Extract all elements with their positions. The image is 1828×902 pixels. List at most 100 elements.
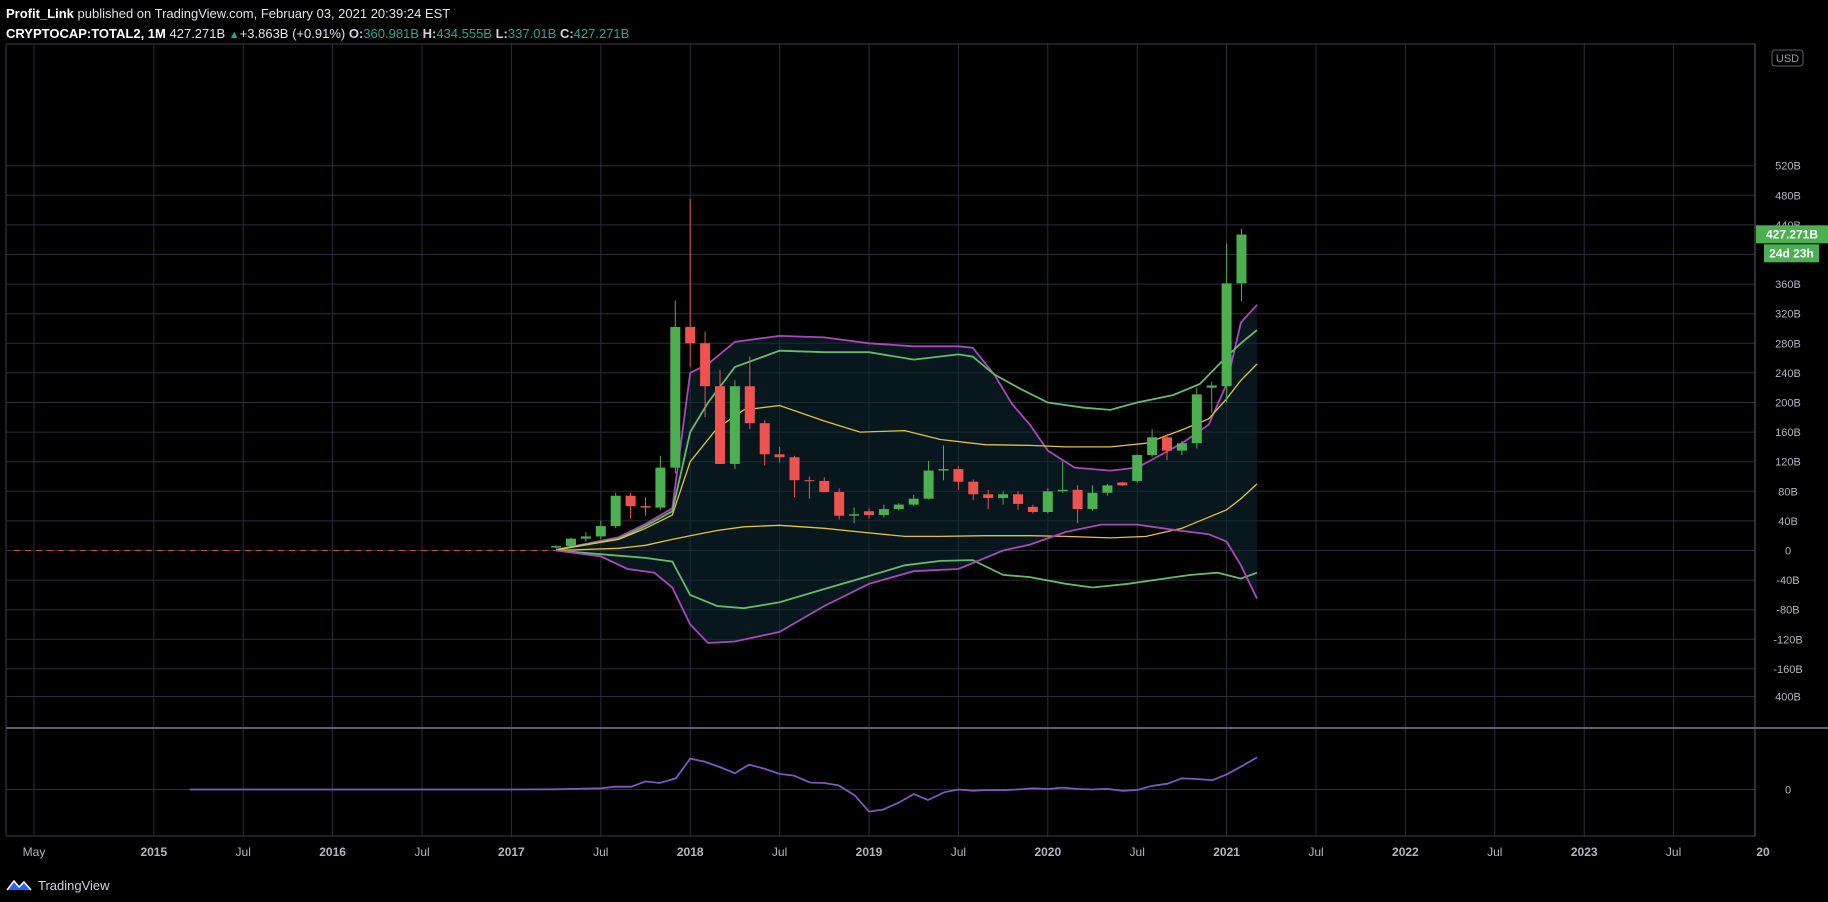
candle-body	[1042, 491, 1053, 513]
candle	[759, 420, 770, 466]
x-tick-label: Jul	[1487, 845, 1502, 859]
y-tick-label: 0	[1785, 546, 1791, 558]
candle-body	[1132, 455, 1143, 481]
candle	[640, 497, 651, 516]
currency-badge-box	[1771, 49, 1804, 67]
chart-header: Profit_Link published on TradingView.com…	[6, 4, 629, 44]
inner-lower-line	[556, 483, 1258, 552]
y-tick-label: -120B	[1773, 634, 1802, 646]
x-tick-label: Jul	[951, 845, 966, 859]
candle-body	[1176, 443, 1187, 451]
x-tick-label: 2018	[677, 845, 704, 859]
last-price-tag: 427.271B	[1756, 225, 1828, 244]
candle-body	[1012, 494, 1023, 504]
candles	[551, 199, 1247, 549]
candle-body	[953, 469, 964, 482]
candle-body	[625, 495, 636, 507]
x-tick-label: 2022	[1392, 845, 1419, 859]
candle-body	[1221, 283, 1232, 387]
mid-upper-line	[555, 329, 1258, 551]
candle	[774, 446, 785, 463]
y-tick-label: 280B	[1775, 338, 1801, 350]
price-tags: USD 427.271B 24d 23h	[1756, 49, 1828, 263]
high-value: 434.555B	[436, 26, 492, 41]
candle	[1236, 228, 1247, 302]
candle	[1132, 454, 1143, 483]
candle	[1117, 481, 1128, 487]
candle-body	[759, 423, 770, 455]
symbol-name[interactable]: CRYPTOCAP:TOTAL2, 1M	[6, 26, 166, 41]
x-tick-label: Jul	[236, 845, 251, 859]
candle-body	[1117, 482, 1128, 486]
candle	[595, 520, 606, 540]
publish-info: published on TradingView.com, February 0…	[77, 6, 451, 21]
last-price: 427.271B	[169, 26, 226, 41]
candle-body	[1057, 489, 1068, 492]
candle-body	[968, 481, 979, 495]
publish-line: Profit_Link published on TradingView.com…	[6, 4, 629, 24]
candle	[893, 503, 904, 511]
candle-body	[774, 454, 785, 458]
x-tick-label: Jul	[1130, 845, 1145, 859]
chart-frame	[5, 43, 1828, 837]
candle-body	[655, 467, 666, 508]
y-tick-label: 200B	[1775, 398, 1801, 410]
candle-body	[1102, 485, 1113, 493]
currency-badge-text: USD	[1776, 53, 1799, 65]
candle	[804, 476, 815, 499]
candle-body	[685, 327, 696, 344]
y-tick-label: -160B	[1773, 664, 1802, 676]
candle-body	[714, 386, 725, 464]
candle-body	[551, 546, 562, 548]
candle-body	[849, 514, 860, 516]
close-value: 427.271B	[573, 26, 630, 41]
candle-body	[580, 536, 591, 539]
candle	[1087, 485, 1098, 511]
ohlc-line: CRYPTOCAP:TOTAL2, 1M 427.271B ▲+3.863B (…	[6, 24, 629, 44]
open-value: 360.981B	[363, 26, 419, 41]
candle-body	[1072, 489, 1083, 510]
low-value: 337.01B	[507, 26, 557, 41]
x-tick-label: 2015	[140, 845, 167, 859]
candle	[923, 460, 934, 500]
y-tick-label: 480B	[1775, 190, 1801, 202]
x-tick-label: Jul	[772, 845, 787, 859]
x-tick-label: Jul	[593, 845, 608, 859]
tradingview-logo-icon	[6, 879, 32, 891]
candle-body	[565, 538, 576, 547]
candle-body	[1161, 437, 1172, 451]
candle-body	[983, 494, 994, 498]
y-tick-label: -80B	[1776, 605, 1799, 617]
y-tick-label: 320B	[1775, 309, 1801, 321]
candle	[1072, 485, 1083, 524]
candle	[744, 356, 755, 430]
candle-body	[834, 492, 845, 516]
x-tick-label: Jul	[414, 845, 429, 859]
candle-body	[1147, 437, 1158, 456]
candle-body	[1206, 385, 1217, 388]
candle	[834, 488, 845, 520]
candle	[998, 491, 1009, 505]
author-name[interactable]: Profit_Link	[6, 6, 74, 21]
candle-body	[908, 498, 919, 505]
y-tick-label: 40B	[1778, 516, 1798, 528]
candle-body	[923, 470, 934, 499]
candle	[983, 489, 994, 510]
candle	[1057, 461, 1068, 493]
candle	[968, 479, 979, 501]
candle	[878, 504, 889, 518]
candle	[685, 199, 696, 367]
candle-body	[938, 469, 949, 471]
candle	[1176, 440, 1187, 456]
candle-body	[1027, 506, 1038, 513]
x-tick-label: 2019	[856, 845, 883, 859]
candle-body	[863, 511, 874, 515]
candle	[700, 331, 711, 418]
candle	[580, 532, 591, 542]
up-triangle-icon: ▲	[228, 29, 240, 41]
y-tick-label: 240B	[1775, 368, 1801, 380]
x-tick-label: 20	[1756, 845, 1770, 859]
low-label: L:	[495, 26, 508, 41]
outer-lower-line	[555, 523, 1258, 644]
